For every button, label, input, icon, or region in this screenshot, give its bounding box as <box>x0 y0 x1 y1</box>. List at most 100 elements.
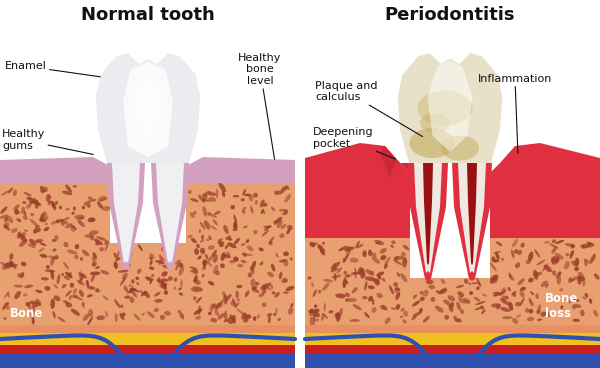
Ellipse shape <box>362 296 368 300</box>
Ellipse shape <box>220 300 223 308</box>
Ellipse shape <box>164 311 171 316</box>
Ellipse shape <box>394 289 398 293</box>
Ellipse shape <box>357 271 361 275</box>
Ellipse shape <box>580 244 589 248</box>
Ellipse shape <box>115 258 121 261</box>
Ellipse shape <box>35 298 41 306</box>
Ellipse shape <box>230 205 235 209</box>
Ellipse shape <box>267 313 272 317</box>
Ellipse shape <box>415 294 418 298</box>
Ellipse shape <box>32 317 35 325</box>
Ellipse shape <box>211 318 217 322</box>
Ellipse shape <box>73 288 77 294</box>
Ellipse shape <box>87 316 93 326</box>
Ellipse shape <box>288 307 293 315</box>
Ellipse shape <box>274 190 284 195</box>
Ellipse shape <box>534 249 540 258</box>
Ellipse shape <box>535 293 539 299</box>
Ellipse shape <box>370 251 375 258</box>
Ellipse shape <box>389 285 394 295</box>
Ellipse shape <box>568 277 572 283</box>
Ellipse shape <box>558 271 562 275</box>
Ellipse shape <box>343 254 349 263</box>
Ellipse shape <box>435 306 443 312</box>
Ellipse shape <box>194 275 197 283</box>
Ellipse shape <box>206 239 209 241</box>
Ellipse shape <box>29 239 37 246</box>
Ellipse shape <box>74 296 83 300</box>
Ellipse shape <box>412 301 420 307</box>
Ellipse shape <box>90 235 94 240</box>
Ellipse shape <box>271 207 275 211</box>
Ellipse shape <box>242 252 247 257</box>
Ellipse shape <box>124 296 130 299</box>
Ellipse shape <box>344 280 349 284</box>
Ellipse shape <box>144 291 150 298</box>
Ellipse shape <box>275 308 278 315</box>
Ellipse shape <box>102 206 110 211</box>
Ellipse shape <box>290 303 293 308</box>
Ellipse shape <box>65 208 70 210</box>
Ellipse shape <box>115 313 118 322</box>
Polygon shape <box>398 53 502 163</box>
Ellipse shape <box>35 290 43 293</box>
Ellipse shape <box>92 252 97 259</box>
Ellipse shape <box>520 243 525 248</box>
Ellipse shape <box>262 230 269 236</box>
Ellipse shape <box>85 234 93 238</box>
Ellipse shape <box>0 214 8 219</box>
Ellipse shape <box>40 186 44 194</box>
Ellipse shape <box>208 256 212 262</box>
Ellipse shape <box>32 201 41 206</box>
Ellipse shape <box>149 278 152 284</box>
Ellipse shape <box>453 316 457 319</box>
Ellipse shape <box>232 298 237 308</box>
Ellipse shape <box>423 316 430 323</box>
Ellipse shape <box>80 257 83 261</box>
Ellipse shape <box>129 284 131 287</box>
Ellipse shape <box>401 252 406 257</box>
Ellipse shape <box>313 319 319 322</box>
Ellipse shape <box>551 247 557 254</box>
Text: Inflammation: Inflammation <box>478 74 552 153</box>
Ellipse shape <box>584 259 588 266</box>
Ellipse shape <box>418 91 473 125</box>
Ellipse shape <box>65 302 72 308</box>
Ellipse shape <box>586 242 595 245</box>
Ellipse shape <box>229 260 236 263</box>
Ellipse shape <box>277 220 283 228</box>
Ellipse shape <box>192 286 203 292</box>
Ellipse shape <box>136 277 139 280</box>
Ellipse shape <box>242 211 245 214</box>
Ellipse shape <box>397 272 400 277</box>
Ellipse shape <box>273 220 277 225</box>
Ellipse shape <box>505 296 509 300</box>
Ellipse shape <box>203 260 208 266</box>
Ellipse shape <box>79 290 84 297</box>
Ellipse shape <box>32 303 40 308</box>
Ellipse shape <box>23 215 28 220</box>
Ellipse shape <box>457 302 461 310</box>
Ellipse shape <box>191 238 197 243</box>
Ellipse shape <box>24 211 26 216</box>
Ellipse shape <box>533 272 542 276</box>
Ellipse shape <box>376 279 380 282</box>
Ellipse shape <box>400 316 403 318</box>
Ellipse shape <box>334 273 337 281</box>
Ellipse shape <box>391 240 395 244</box>
Ellipse shape <box>225 237 232 241</box>
Ellipse shape <box>202 206 207 217</box>
Ellipse shape <box>79 274 85 283</box>
Bar <box>490 238 600 325</box>
Ellipse shape <box>545 312 551 317</box>
Ellipse shape <box>65 223 72 229</box>
Ellipse shape <box>62 191 72 195</box>
Ellipse shape <box>422 294 428 297</box>
Ellipse shape <box>218 239 222 247</box>
Ellipse shape <box>343 258 346 261</box>
Ellipse shape <box>52 201 56 210</box>
Ellipse shape <box>154 292 160 297</box>
Ellipse shape <box>26 197 31 200</box>
Ellipse shape <box>161 242 168 251</box>
Ellipse shape <box>225 245 229 249</box>
